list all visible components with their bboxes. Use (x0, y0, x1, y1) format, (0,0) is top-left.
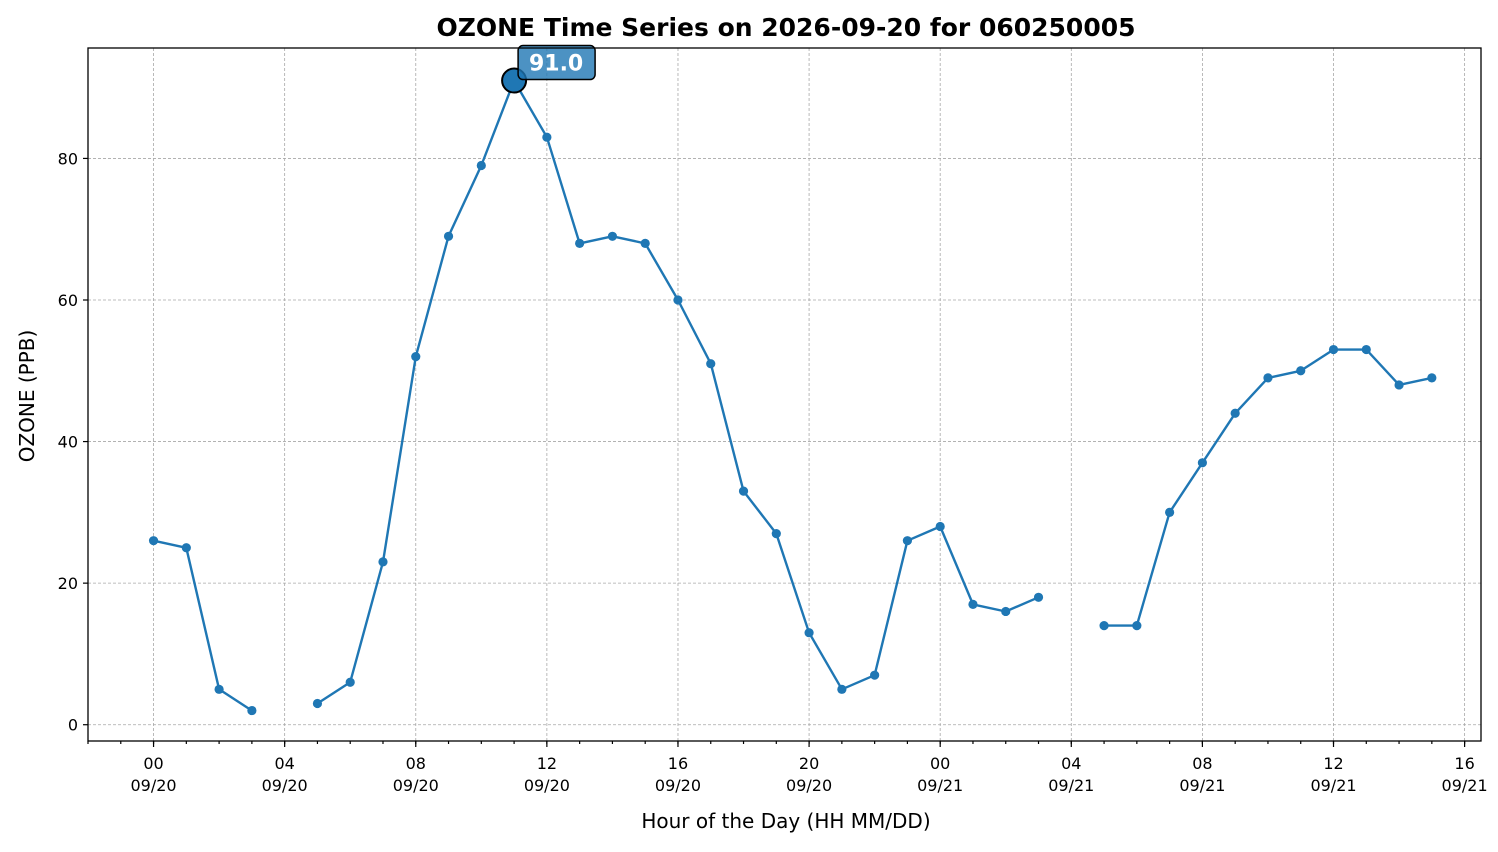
data-point (1427, 373, 1437, 383)
x-tick-label-hour: 16 (1454, 754, 1474, 773)
data-point (214, 684, 224, 694)
data-point (935, 521, 945, 532)
data-point (148, 536, 159, 546)
y-tick-label: 60 (58, 291, 78, 310)
data-point (247, 705, 257, 716)
data-point (706, 359, 716, 369)
y-tick-label: 80 (58, 149, 78, 168)
x-tick-label-date: 09/20 (524, 776, 570, 795)
data-point (1099, 621, 1109, 631)
ticks: 0 20 40 60 80 00 09/20 04 09/20 08 09/20 12 09/20 16 0… (58, 149, 1488, 795)
x-tick-label-date: 09/21 (1048, 776, 1094, 795)
data-point (968, 599, 978, 609)
x-tick-label-hour: 04 (274, 754, 294, 773)
x-tick-label-hour: 12 (1323, 754, 1343, 773)
chart-title: OZONE Time Series on 2026-09-20 for 0602… (437, 13, 1136, 42)
x-tick-label-hour: 00 (930, 754, 950, 773)
peak-label: 91.0 (529, 52, 583, 77)
x-tick-label-date: 09/20 (786, 776, 832, 795)
x-tick-label-date: 09/20 (655, 776, 701, 795)
data-point (345, 677, 355, 687)
x-tick-label-date: 09/21 (1310, 776, 1356, 795)
data-point (411, 352, 421, 362)
grid (88, 48, 1481, 741)
data-point (640, 238, 650, 248)
data-point (673, 295, 683, 305)
data-point (870, 670, 880, 680)
x-tick-label-hour: 04 (1061, 754, 1081, 773)
data-point (1132, 621, 1142, 631)
data-point (476, 160, 486, 171)
y-tick-label: 40 (58, 433, 78, 452)
data-point (1328, 344, 1339, 355)
y-tick-label: 20 (58, 574, 78, 593)
data-point (771, 528, 781, 539)
data-point (1361, 344, 1371, 355)
x-axis-label: Hour of the Day (HH MM/DD) (641, 809, 930, 833)
data-point (443, 231, 454, 241)
x-tick-label-hour: 00 (143, 754, 163, 773)
x-tick-label-date: 09/20 (130, 776, 176, 795)
x-tick-label-hour: 20 (799, 754, 819, 773)
x-tick-label-hour: 16 (668, 754, 688, 773)
data-point (1394, 380, 1404, 390)
y-tick-label: 0 (68, 716, 78, 735)
data-point (1197, 458, 1207, 468)
data-point (1230, 408, 1240, 418)
data-point (607, 231, 618, 241)
x-tick-label-date: 09/21 (917, 776, 963, 795)
series-line-segment (153, 539, 253, 712)
data-point (312, 698, 323, 709)
series-line-segment (1104, 348, 1433, 627)
data-point (378, 557, 388, 567)
data-point (1165, 507, 1175, 517)
data-point (542, 132, 552, 142)
x-tick-label-hour: 12 (537, 754, 557, 773)
data-point (181, 543, 191, 553)
data-point (837, 684, 847, 694)
data-point (1001, 606, 1011, 617)
data-point (738, 486, 749, 496)
x-tick-label-hour: 08 (406, 754, 426, 773)
data-point (1263, 373, 1273, 383)
data-point (1033, 592, 1044, 602)
x-tick-label-date: 09/21 (1442, 776, 1488, 795)
series-layer: 91.0 (148, 44, 1437, 716)
peak-label-box (517, 44, 596, 81)
y-axis-label: OZONE (PPB) (15, 330, 39, 463)
x-tick-label-date: 09/21 (1179, 776, 1225, 795)
data-point (902, 536, 913, 546)
data-point (575, 238, 585, 248)
data-point (1296, 366, 1306, 376)
x-tick-label-date: 09/20 (393, 776, 439, 795)
x-tick-label-date: 09/20 (262, 776, 308, 795)
plot-frame (87, 47, 1482, 742)
data-point (804, 628, 814, 638)
x-tick-label-hour: 08 (1192, 754, 1212, 773)
